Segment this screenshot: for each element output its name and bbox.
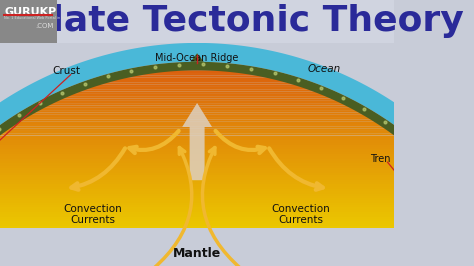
Polygon shape bbox=[0, 217, 394, 219]
Polygon shape bbox=[0, 166, 394, 168]
Polygon shape bbox=[0, 210, 394, 212]
Polygon shape bbox=[70, 92, 324, 94]
Text: Convection
Currents: Convection Currents bbox=[272, 204, 330, 225]
Polygon shape bbox=[32, 110, 362, 113]
Polygon shape bbox=[0, 207, 394, 210]
Polygon shape bbox=[0, 189, 394, 191]
Polygon shape bbox=[82, 87, 312, 89]
Text: Tren: Tren bbox=[370, 154, 390, 164]
Polygon shape bbox=[0, 224, 394, 226]
Polygon shape bbox=[0, 196, 394, 198]
Polygon shape bbox=[21, 117, 374, 119]
Polygon shape bbox=[131, 73, 263, 75]
Polygon shape bbox=[191, 53, 204, 62]
Polygon shape bbox=[36, 108, 358, 110]
Polygon shape bbox=[0, 177, 394, 180]
Text: No. 1 Educational Web Portal in India: No. 1 Educational Web Portal in India bbox=[4, 16, 70, 20]
Polygon shape bbox=[3, 129, 391, 131]
Polygon shape bbox=[0, 133, 394, 136]
Polygon shape bbox=[96, 82, 299, 85]
Polygon shape bbox=[0, 170, 394, 173]
Polygon shape bbox=[160, 69, 234, 71]
Polygon shape bbox=[0, 186, 394, 189]
Polygon shape bbox=[0, 182, 394, 184]
Polygon shape bbox=[0, 156, 394, 159]
Polygon shape bbox=[0, 180, 394, 182]
Polygon shape bbox=[144, 71, 251, 73]
Text: Crust: Crust bbox=[53, 66, 81, 76]
Polygon shape bbox=[0, 154, 394, 156]
Polygon shape bbox=[0, 163, 394, 166]
Polygon shape bbox=[41, 105, 354, 108]
Polygon shape bbox=[89, 85, 306, 87]
Polygon shape bbox=[0, 173, 394, 175]
Bar bbox=[0, 0, 56, 43]
Polygon shape bbox=[0, 159, 394, 161]
Polygon shape bbox=[14, 122, 381, 124]
Text: .COM: .COM bbox=[35, 23, 53, 29]
FancyArrow shape bbox=[182, 103, 212, 180]
Polygon shape bbox=[0, 184, 394, 186]
Polygon shape bbox=[0, 191, 394, 193]
Text: GURUKP: GURUKP bbox=[4, 7, 56, 17]
Polygon shape bbox=[0, 145, 394, 147]
Polygon shape bbox=[10, 124, 384, 126]
Polygon shape bbox=[0, 212, 394, 214]
Polygon shape bbox=[60, 96, 335, 98]
Polygon shape bbox=[0, 175, 394, 177]
Text: Mid-Ocean Ridge: Mid-Ocean Ridge bbox=[155, 53, 239, 63]
Text: Plate Tectonic Theory: Plate Tectonic Theory bbox=[25, 5, 464, 39]
Bar bbox=[0, 246, 394, 266]
Polygon shape bbox=[0, 198, 394, 201]
Polygon shape bbox=[0, 168, 394, 170]
Polygon shape bbox=[0, 221, 394, 224]
Polygon shape bbox=[120, 75, 274, 78]
Polygon shape bbox=[0, 140, 394, 143]
Polygon shape bbox=[7, 126, 388, 129]
Polygon shape bbox=[0, 149, 394, 152]
Polygon shape bbox=[0, 62, 474, 266]
Bar bbox=[0, 0, 394, 43]
Polygon shape bbox=[45, 103, 349, 105]
Polygon shape bbox=[0, 193, 394, 196]
Polygon shape bbox=[65, 94, 329, 96]
Polygon shape bbox=[28, 113, 366, 115]
Polygon shape bbox=[0, 201, 394, 203]
Polygon shape bbox=[0, 152, 394, 154]
Polygon shape bbox=[50, 101, 345, 103]
Polygon shape bbox=[0, 205, 394, 207]
Polygon shape bbox=[103, 80, 291, 82]
Polygon shape bbox=[111, 78, 283, 80]
Polygon shape bbox=[0, 131, 394, 133]
Polygon shape bbox=[0, 203, 394, 205]
Polygon shape bbox=[25, 115, 370, 117]
Polygon shape bbox=[0, 143, 394, 145]
Polygon shape bbox=[0, 138, 394, 140]
Polygon shape bbox=[17, 119, 377, 122]
Polygon shape bbox=[0, 161, 394, 163]
Text: Ocean: Ocean bbox=[308, 64, 341, 74]
Polygon shape bbox=[0, 214, 394, 217]
Polygon shape bbox=[0, 219, 394, 221]
Text: Mantle: Mantle bbox=[173, 247, 221, 260]
Polygon shape bbox=[0, 136, 394, 138]
Text: Convection
Currents: Convection Currents bbox=[64, 204, 122, 225]
Polygon shape bbox=[0, 226, 394, 228]
Polygon shape bbox=[0, 147, 394, 149]
Polygon shape bbox=[76, 89, 318, 92]
Polygon shape bbox=[55, 98, 339, 101]
Polygon shape bbox=[0, 43, 474, 266]
